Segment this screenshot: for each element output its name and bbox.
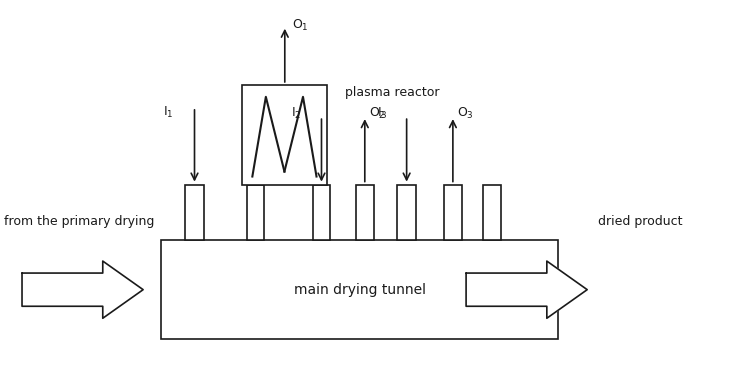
Text: I$_3$: I$_3$ (377, 106, 388, 121)
Text: O$_3$: O$_3$ (457, 106, 474, 121)
Text: dried product: dried product (598, 215, 683, 228)
Bar (313, 184, 330, 240)
Bar (483, 184, 501, 240)
Text: from the primary drying: from the primary drying (4, 215, 154, 228)
Bar (355, 184, 374, 240)
Bar (185, 184, 204, 240)
Text: I$_2$: I$_2$ (291, 106, 301, 121)
Bar (443, 184, 462, 240)
Bar (161, 240, 558, 339)
Polygon shape (466, 261, 587, 318)
Polygon shape (22, 261, 143, 318)
Bar (398, 184, 416, 240)
Text: O$_2$: O$_2$ (369, 106, 386, 121)
Bar (247, 184, 264, 240)
Text: I$_1$: I$_1$ (164, 105, 174, 120)
Text: O$_1$: O$_1$ (292, 18, 309, 33)
Text: plasma reactor: plasma reactor (345, 86, 440, 99)
Text: main drying tunnel: main drying tunnel (294, 283, 426, 297)
Bar (242, 85, 327, 184)
